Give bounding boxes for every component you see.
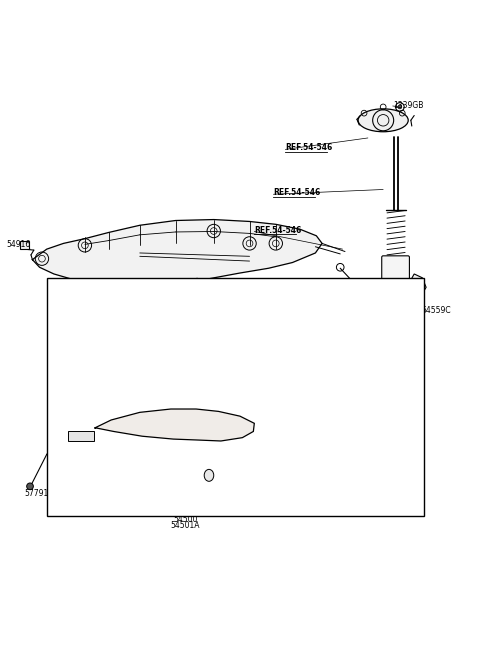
Text: REF.54-546: REF.54-546 (254, 225, 301, 234)
Circle shape (108, 340, 115, 347)
Ellipse shape (358, 109, 408, 132)
Circle shape (251, 343, 258, 351)
Circle shape (149, 414, 168, 433)
Ellipse shape (204, 469, 214, 481)
Text: 55448: 55448 (220, 361, 244, 370)
Text: 54559C: 54559C (421, 306, 451, 314)
Text: 62401: 62401 (104, 286, 128, 296)
Text: 62452: 62452 (220, 355, 244, 365)
Text: 1339GB: 1339GB (394, 100, 424, 109)
Text: 54551D: 54551D (72, 441, 102, 450)
Text: 62618B: 62618B (209, 288, 238, 297)
Circle shape (398, 105, 402, 109)
Polygon shape (33, 219, 322, 286)
Text: 54530C: 54530C (218, 478, 248, 486)
Text: 62618A: 62618A (71, 348, 100, 357)
Circle shape (210, 281, 217, 287)
Text: 54584A: 54584A (235, 401, 265, 409)
Text: REF.54-546: REF.54-546 (285, 143, 333, 152)
Bar (47, 278, 424, 516)
Polygon shape (368, 274, 426, 314)
Circle shape (214, 419, 228, 432)
Text: REF.54-546: REF.54-546 (274, 188, 321, 197)
Text: 54519: 54519 (253, 441, 277, 450)
Circle shape (195, 397, 199, 402)
Circle shape (187, 389, 207, 410)
Circle shape (84, 417, 105, 439)
Text: 54500: 54500 (173, 515, 197, 524)
FancyBboxPatch shape (382, 256, 409, 285)
Circle shape (384, 444, 391, 450)
Circle shape (237, 423, 245, 430)
Circle shape (27, 483, 34, 490)
Text: 1125DG: 1125DG (273, 348, 303, 357)
Text: 54501A: 54501A (170, 521, 200, 530)
Text: 57791B: 57791B (24, 489, 54, 498)
Text: 54563B: 54563B (359, 441, 388, 450)
Circle shape (194, 278, 200, 285)
Text: 54916: 54916 (6, 240, 30, 249)
Text: 1129GD: 1129GD (273, 342, 303, 351)
Polygon shape (95, 409, 254, 441)
Bar (68, 432, 95, 441)
Bar (20, 241, 29, 249)
